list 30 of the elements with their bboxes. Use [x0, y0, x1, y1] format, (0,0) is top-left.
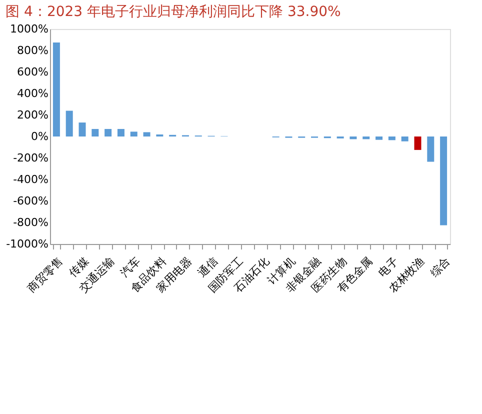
y-tick-label: 400% [17, 87, 48, 100]
y-tick-label: 600% [17, 66, 48, 78]
y-tick-label: 200% [17, 108, 48, 122]
bar [130, 132, 138, 136]
chart-title: 图 4：2023 年电子行业归母净利润同比下降 33.90% [6, 4, 341, 20]
x-tick-label: 商贸零售 [25, 254, 66, 296]
y-tick-label: 0% [31, 130, 48, 143]
x-tick-label: 综合 [428, 254, 453, 280]
y-tick-label: -200% [13, 152, 48, 164]
bar [440, 136, 448, 226]
bar [143, 132, 150, 136]
y-tick-label: -800% [13, 216, 48, 229]
bar [362, 136, 370, 140]
y-tick-label: -400% [13, 173, 48, 186]
bar [376, 136, 383, 140]
bar [427, 136, 434, 162]
bar [388, 136, 396, 140]
bar [414, 136, 422, 150]
bar [92, 128, 99, 136]
bar [78, 122, 86, 136]
y-tick-label: 800% [17, 44, 48, 57]
bar [350, 136, 357, 140]
bar [401, 136, 408, 142]
y-tick-label: -1000% [6, 238, 48, 250]
bar [52, 42, 60, 136]
y-tick-label: 1000% [10, 22, 48, 36]
bar [104, 128, 112, 136]
bar [66, 110, 73, 136]
bar [117, 128, 124, 136]
y-tick-label: -600% [13, 194, 48, 208]
